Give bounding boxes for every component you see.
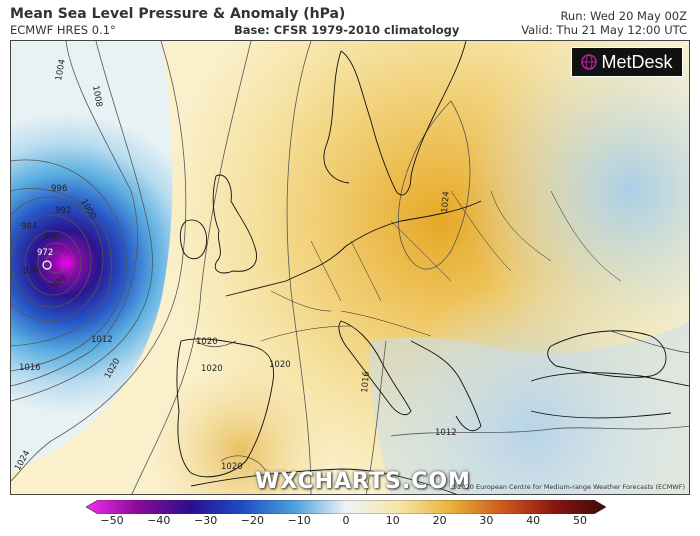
isobar-label: 1004 <box>54 58 68 81</box>
colorbar-gradient <box>85 499 607 515</box>
watermark: WXCHARTS.COM <box>255 469 471 494</box>
isobar-label: 980 <box>43 232 59 242</box>
atlantic-low-field <box>11 41 173 471</box>
colorbar <box>85 499 607 515</box>
country-borders <box>260 190 622 342</box>
isobar-label: 1008 <box>90 85 104 108</box>
low-center-marker <box>42 260 52 270</box>
run-label: Run: Wed 20 May 00Z <box>560 9 687 23</box>
colorbar-tick-label: −40 <box>147 514 171 527</box>
isobar-label: 1020 <box>201 364 223 374</box>
isobar-label: 1016 <box>360 371 372 393</box>
credit-text: ©2020 European Centre for Medium-range W… <box>450 483 685 491</box>
isobar-label: 992 <box>55 206 71 216</box>
metdesk-logo: MetDesk <box>571 47 683 77</box>
weather-map[interactable]: 1004 1008 996 1000 992 984 980 976 972 9… <box>10 40 690 495</box>
base-label: Base: CFSR 1979-2010 climatology <box>234 23 460 37</box>
isobar-lines <box>11 41 689 494</box>
isobar-label: 1020 <box>221 462 243 472</box>
isobar-label: 1012 <box>91 335 113 345</box>
isobar-label: 1020 <box>196 337 218 347</box>
colorbar-ticks: −50 −40 −30 −20 −10 0 10 20 30 40 50 <box>0 514 700 528</box>
chart-title: Mean Sea Level Pressure & Anomaly (hPa) <box>10 6 346 22</box>
colorbar-tick-label: 0 <box>342 514 350 527</box>
chart-header: Mean Sea Level Pressure & Anomaly (hPa) … <box>0 0 700 40</box>
colorbar-tick-label: 50 <box>573 514 587 527</box>
colorbar-tick-label: 30 <box>479 514 494 527</box>
colorbar-tick-label: 20 <box>432 514 447 527</box>
valid-label: Valid: Thu 21 May 12:00 UTC <box>521 23 687 37</box>
colorbar-tick-label: −30 <box>193 514 218 527</box>
east-med-field <box>370 321 689 494</box>
coastlines <box>176 41 689 494</box>
isobar-label: 1024 <box>440 191 452 213</box>
globe-icon <box>581 54 598 70</box>
isobar-label: 1020 <box>269 360 291 370</box>
isobar-label: 984 <box>21 222 37 232</box>
map-canvas: 1004 1008 996 1000 992 984 980 976 972 9… <box>11 41 689 494</box>
isobar-label: 976 <box>23 266 39 276</box>
colorbar-tick-label: −50 <box>100 514 124 527</box>
low-center-label: 972 <box>37 248 53 258</box>
isobar-label: 1016 <box>19 363 41 373</box>
colorbar-tick-label: 10 <box>385 514 400 527</box>
colorbar-tick-label: 40 <box>526 514 541 527</box>
colorbar-svg <box>85 499 607 515</box>
colorbar-tick-label: −10 <box>287 514 311 527</box>
isobar-label: 996 <box>51 184 67 194</box>
logo-text: MetDesk <box>601 51 673 72</box>
model-label: ECMWF HRES 0.1° <box>10 23 116 37</box>
colorbar-tick-label: −20 <box>240 514 264 527</box>
isobar-label: 1012 <box>435 428 457 438</box>
